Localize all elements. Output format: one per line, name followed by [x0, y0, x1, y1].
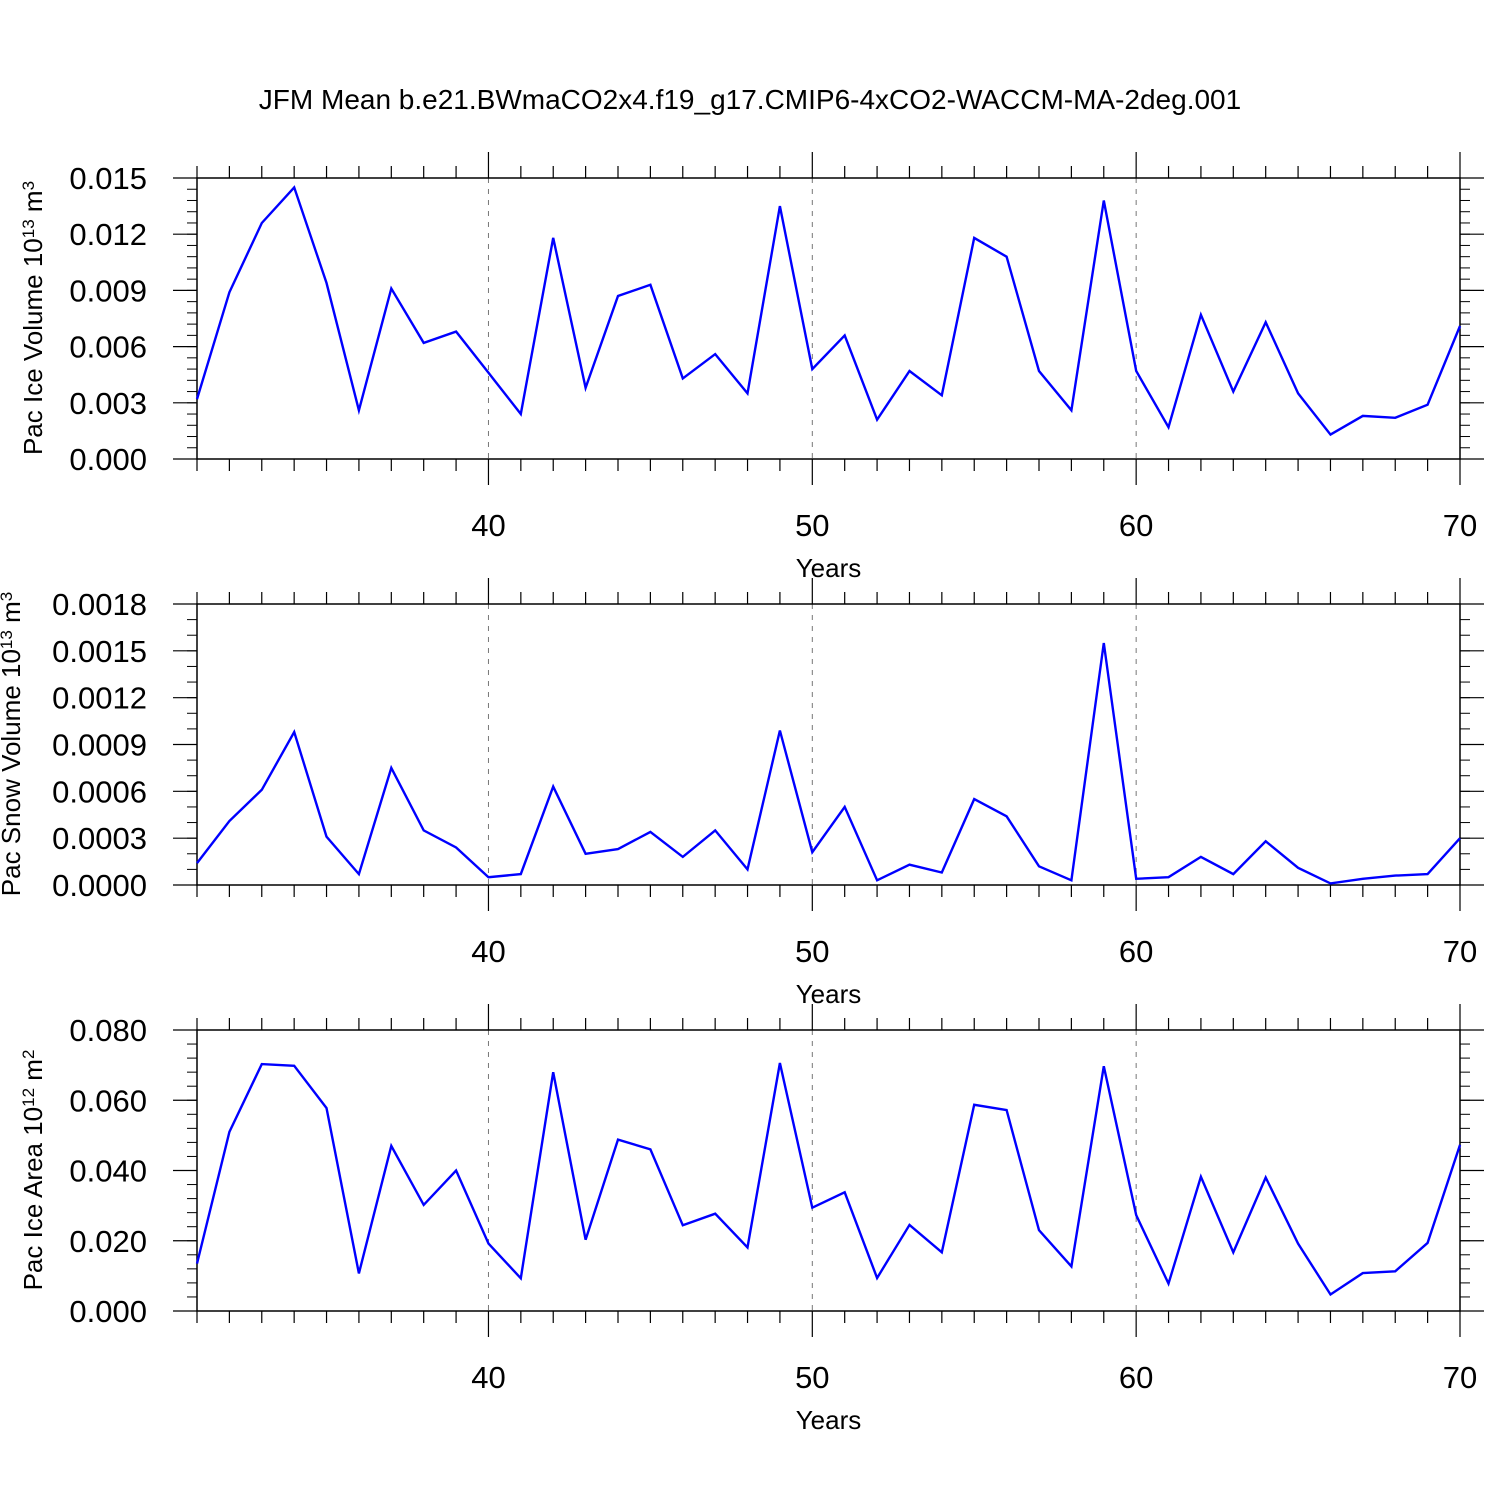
- y-tick-label: 0.0000: [52, 868, 147, 903]
- y-axis-label-superscript: 12: [19, 1088, 38, 1107]
- y-axis-label-text: m: [18, 1059, 48, 1088]
- y-tick-label: 0.0012: [52, 681, 147, 716]
- x-tick-label: 60: [1119, 934, 1153, 969]
- x-tick-label: 60: [1119, 508, 1153, 543]
- y-tick-label: 0.080: [69, 1013, 147, 1048]
- y-axis-label-superscript: 13: [0, 630, 16, 649]
- panel-1: 0.000 0.003 0.006 0.009 0.012 0.015 40 50 60 70 Ye…: [18, 152, 1484, 583]
- y-tick-label: 0.0015: [52, 634, 147, 669]
- x-tick-label: 70: [1443, 1360, 1477, 1395]
- x-axis-label: Years: [796, 553, 862, 583]
- y-tick-label: 0.060: [69, 1083, 147, 1118]
- x-tick-label: 60: [1119, 1360, 1153, 1395]
- x-tick-label: 40: [471, 934, 505, 969]
- series-line: [195, 185, 1462, 437]
- y-axis-label-superscript: 2: [19, 1050, 38, 1059]
- y-tick-label: 0.0018: [52, 587, 147, 622]
- y-tick-label: 0.0006: [52, 774, 147, 809]
- y-axis-label-superscript: 3: [0, 592, 16, 601]
- y-tick-label: 0.020: [69, 1224, 147, 1259]
- y-tick-label: 0.006: [69, 330, 147, 365]
- y-axis-label-text: m: [18, 190, 48, 219]
- panel-3: 0.000 0.020 0.040 0.060 0.080 40 50 60 70 Years Pa…: [18, 1004, 1484, 1435]
- plot-frame: [196, 177, 1461, 460]
- figure-title: JFM Mean b.e21.BWmaCO2x4.f19_g17.CMIP6-4…: [258, 84, 1242, 115]
- x-tick-label: 50: [795, 934, 829, 969]
- y-tick-label: 0.0003: [52, 821, 147, 856]
- y-axis-label-text: Pac Ice Volume 10: [18, 238, 48, 455]
- y-axis-label-text: Pac Snow Volume 10: [0, 649, 26, 896]
- x-tick-label: 50: [795, 1360, 829, 1395]
- y-tick-label: 0.0009: [52, 728, 147, 763]
- y-axis-label: Pac Ice Volume 1013 m3: [18, 181, 48, 455]
- plot-frame: [196, 603, 1461, 886]
- y-axis-label: Pac Snow Volume 1013 m3: [0, 592, 26, 896]
- y-axis-label: Pac Ice Area 1012 m2: [18, 1050, 48, 1291]
- y-axis-label-text: Pac Ice Area 10: [18, 1107, 48, 1291]
- y-tick-label: 0.040: [69, 1154, 147, 1189]
- x-tick-label: 40: [471, 508, 505, 543]
- series-line: [196, 642, 1461, 885]
- y-tick-label: 0.000: [69, 1294, 147, 1329]
- x-tick-label: 40: [471, 1360, 505, 1395]
- y-axis-label-superscript: 3: [19, 181, 38, 190]
- y-axis-label-text: m: [0, 601, 26, 630]
- x-tick-label: 50: [795, 508, 829, 543]
- x-tick-label: 70: [1443, 934, 1477, 969]
- y-tick-label: 0.009: [69, 273, 147, 308]
- y-tick-label: 0.015: [69, 161, 147, 196]
- y-axis-label-superscript: 13: [19, 219, 38, 238]
- x-axis-label: Years: [796, 1405, 862, 1435]
- plot-frame: [196, 1029, 1461, 1312]
- y-tick-label: 0.012: [69, 217, 147, 252]
- y-tick-label: 0.000: [69, 442, 147, 477]
- x-tick-label: 70: [1443, 508, 1477, 543]
- panel-2: 0.0000 0.0003 0.0006 0.0009 0.0012 0.0015 0.00…: [0, 578, 1484, 1009]
- x-axis-label: Years: [796, 979, 862, 1009]
- y-tick-label: 0.003: [69, 386, 147, 421]
- series-line: [195, 1062, 1462, 1297]
